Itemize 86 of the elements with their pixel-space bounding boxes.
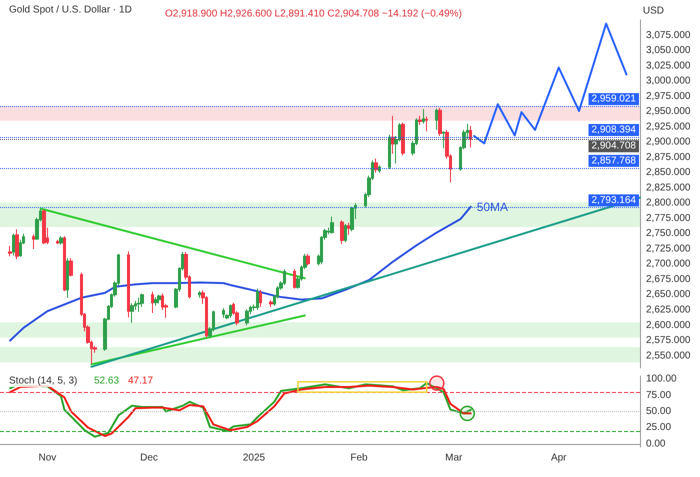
- candlestick: [347, 222, 351, 236]
- y-tick-label: 3,000.000: [646, 76, 691, 87]
- y-tick-label: 25.00: [646, 422, 672, 434]
- ref-line-label: 2,908.394: [592, 124, 636, 136]
- y-tick-label: 2,825.000: [646, 182, 691, 194]
- y-tick-label: 3,050.000: [646, 45, 691, 56]
- x-tick-label: 2025: [242, 452, 266, 464]
- candlestick: [245, 308, 249, 326]
- candlestick: [130, 302, 134, 324]
- ref-line-label: 2,793.164: [592, 194, 636, 206]
- candlestick: [222, 308, 225, 318]
- y-tick-label: 2,850.000: [646, 167, 691, 178]
- y-tick-label: 2,750.000: [646, 228, 691, 240]
- y-tick-label: 2,925.000: [646, 121, 691, 132]
- chart-title: Stoch (14, 5, 3): [9, 376, 78, 386]
- y-tick-label: 2,975.000: [646, 90, 691, 102]
- y-axis-title: USD: [642, 6, 664, 16]
- x-tick-label: Nov: [38, 452, 56, 464]
- candlestick: [32, 234, 36, 250]
- line-series: [9, 206, 472, 342]
- candlestick: [378, 164, 381, 174]
- annotation: 47.17: [128, 376, 154, 386]
- annotation: 52.63: [94, 376, 120, 386]
- y-tick-label: 2,800.000: [646, 198, 691, 209]
- y-tick-label: 2,625.000: [646, 304, 691, 316]
- candlestick: [340, 220, 344, 245]
- y-tick-label: 2,700.000: [646, 258, 691, 270]
- candlestick: [229, 304, 232, 318]
- y-tick-label: 3,075.000: [646, 30, 691, 41]
- candlestick: [137, 297, 141, 312]
- candlestick: [66, 258, 69, 298]
- candlestick: [269, 300, 273, 308]
- y-tick-label: 100.00: [646, 374, 678, 385]
- candlestick: [425, 116, 428, 132]
- ref-line-label: 2,904.708: [592, 140, 636, 152]
- candlestick: [306, 253, 310, 266]
- candlestick: [127, 250, 130, 318]
- y-tick-label: 2,600.000: [646, 320, 691, 331]
- x-tick-label: Dec: [140, 452, 158, 464]
- candlestick: [198, 290, 202, 298]
- y-tick-label: 75.00: [646, 390, 672, 401]
- candlestick: [344, 223, 347, 243]
- candlestick: [374, 158, 378, 174]
- y-tick-label: 2,950.000: [646, 106, 691, 118]
- y-tick-label: 2,650.000: [646, 289, 691, 300]
- candlestick: [401, 122, 405, 156]
- y-tick-label: 2,550.000: [646, 350, 691, 362]
- candlestick: [15, 228, 19, 260]
- candlestick: [422, 108, 425, 124]
- candlestick: [56, 239, 59, 245]
- y-tick-label: 2,900.000: [646, 136, 691, 148]
- candlestick: [388, 134, 391, 170]
- y-tick-label: 2,875.000: [646, 152, 691, 163]
- candlestick: [12, 233, 15, 256]
- candlestick: [63, 236, 66, 292]
- y-tick-label: 2,575.000: [646, 335, 691, 346]
- candlestick: [418, 115, 422, 126]
- candlestick: [157, 294, 161, 304]
- chart-title: Gold Spot / U.S. Dollar · 1D: [9, 4, 132, 16]
- y-tick-label: 2,675.000: [646, 274, 691, 285]
- candlestick: [442, 130, 445, 149]
- candlestick: [469, 125, 472, 148]
- chart-subtitle: O2,918.900 H2,926.600 L2,891.410 C2,904.708 −14.192 (−0.49%): [165, 8, 462, 20]
- y-tick-label: 50.00: [646, 406, 672, 417]
- x-tick-label: Mar: [445, 452, 464, 464]
- candlestick: [350, 206, 354, 232]
- candlestick: [391, 115, 395, 154]
- candlestick: [42, 208, 46, 245]
- x-tick-label: Apr: [550, 452, 568, 464]
- y-tick-label: 2,725.000: [646, 243, 691, 254]
- candlestick: [259, 289, 262, 308]
- candlestick: [293, 268, 296, 290]
- candlestick: [8, 245, 12, 257]
- ref-line-label: 2,959.021: [592, 94, 636, 105]
- candlestick: [438, 107, 442, 136]
- candlestick: [330, 216, 334, 234]
- y-tick-label: 3,025.000: [646, 60, 691, 72]
- y-tick-label: 2,775.000: [646, 212, 691, 224]
- candlestick: [69, 258, 73, 277]
- candlestick: [151, 291, 154, 314]
- ref-line-label: 2,857.768: [592, 155, 636, 166]
- candlestick: [154, 296, 158, 306]
- x-tick-label: Feb: [350, 452, 368, 464]
- y-tick-label: 0.00: [646, 438, 666, 450]
- candlestick: [256, 288, 259, 310]
- candlestick: [59, 236, 63, 246]
